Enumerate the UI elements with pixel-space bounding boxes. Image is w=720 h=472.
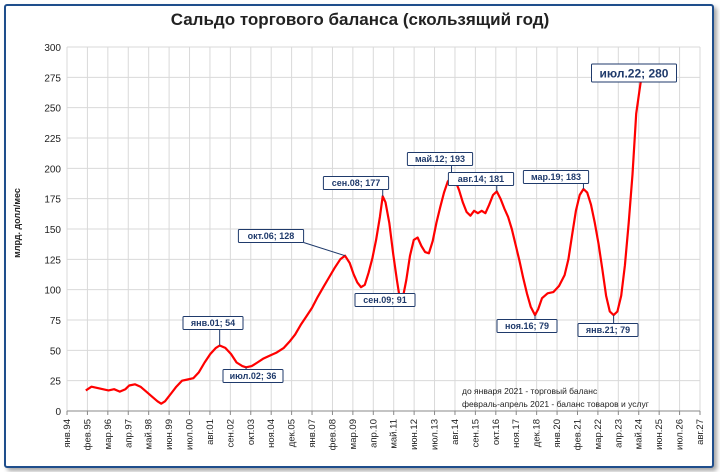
x-tick-label: июл.13 (430, 419, 441, 450)
x-tick-label: июн.25 (654, 419, 665, 450)
x-tick-label: авг.01 (205, 419, 216, 445)
x-tick-label: авг.14 (450, 419, 461, 445)
note-line-2: февраль-апрель 2021 - баланс товаров и у… (462, 399, 649, 409)
x-tick-label: сен.15 (470, 419, 481, 448)
chart-title: Сальдо торгового баланса (скользящий год… (170, 10, 550, 29)
callout-box (406, 152, 474, 166)
x-tick-label: янв.20 (552, 419, 563, 448)
x-tick-label: июн.99 (164, 419, 175, 450)
y-tick-label: 250 (44, 104, 61, 115)
callout-box (522, 170, 590, 184)
x-tick-label: июл.00 (185, 419, 196, 450)
y-tick-label: 125 (44, 255, 61, 266)
callout-box (322, 176, 390, 190)
x-tick-label: мар.09 (348, 419, 359, 449)
x-tick-label: дек.18 (532, 419, 543, 447)
x-tick-label: сен.02 (225, 419, 236, 448)
x-tick-label: янв.07 (307, 419, 318, 448)
y-tick-label: 100 (44, 286, 61, 297)
callout-label: янв.21; 79 (586, 325, 630, 335)
callout-label: сен.09; 91 (363, 295, 406, 305)
x-tick-label: май.98 (144, 419, 155, 449)
y-tick-label: 300 (44, 43, 61, 54)
x-tick-label: окт.03 (246, 419, 257, 445)
y-tick-labels: 0 25 50 75 100 125 150 175 200 225 250 275 300 (44, 43, 61, 418)
callout-label: янв.01; 54 (191, 318, 235, 328)
x-tick-label: фев.21 (572, 419, 583, 450)
y-tick-label: 25 (50, 377, 62, 388)
grid (66, 46, 701, 415)
y-tick-label: 50 (50, 346, 62, 357)
note-line-1: до января 2021 - торговый баланс (462, 386, 598, 396)
callout-label: авг.14; 181 (458, 174, 504, 184)
callout-label: май.12; 193 (415, 154, 465, 164)
callout-label: июл.22; 280 (600, 66, 669, 80)
callout-label: ноя.16; 79 (505, 321, 549, 331)
x-tick-label: ноя.04 (266, 419, 277, 448)
callout-leader (303, 242, 346, 257)
x-tick-label: июл.26 (675, 419, 686, 450)
callout-box (447, 172, 515, 186)
x-tick-label: авг.27 (695, 419, 706, 445)
x-tick-label: фев.95 (82, 419, 93, 450)
y-tick-label: 225 (44, 134, 61, 145)
x-tick-label: фев.08 (327, 419, 338, 450)
callout-label: сен.08; 177 (332, 178, 380, 188)
x-tick-label: дек.05 (287, 419, 298, 447)
y-tick-label: 150 (44, 225, 61, 236)
x-tick-label: мар.22 (593, 419, 604, 449)
x-tick-labels: янв.94 фев.95 мар.96 апр.97 май.98 июн.99 июл.… (62, 419, 706, 450)
x-tick-label: апр.10 (368, 419, 379, 448)
callout-box (496, 319, 558, 333)
callout-box (354, 293, 416, 307)
x-tick-label: май.24 (634, 419, 645, 449)
x-tick-label: май.11 (389, 419, 400, 449)
y-tick-label: 275 (44, 73, 61, 84)
callout-box (591, 63, 677, 83)
x-tick-label: мар.96 (103, 419, 114, 449)
y-tick-label: 200 (44, 164, 61, 175)
x-tick-label: окт.16 (491, 419, 502, 445)
callout-box (222, 369, 284, 383)
y-tick-label: 75 (50, 316, 62, 327)
x-tick-label: апр.97 (123, 419, 134, 448)
x-tick-label: ноя.17 (511, 419, 522, 448)
y-tick-label: 0 (55, 407, 61, 418)
callout-box (182, 316, 244, 330)
callout-box (237, 229, 305, 243)
callout-label: июл.02; 36 (230, 371, 277, 381)
x-tick-label: июн.12 (409, 419, 420, 450)
callout-label: мар.19; 183 (531, 172, 581, 182)
callouts: янв.01; 54 июл.02; 36 окт.06; 128 сен.08; 1… (182, 63, 677, 383)
x-tick-label: апр.23 (613, 419, 624, 448)
y-tick-label: 175 (44, 195, 61, 206)
x-tick-label: янв.94 (62, 419, 73, 448)
callout-label: окт.06; 128 (248, 231, 295, 241)
callout-box (577, 323, 639, 337)
